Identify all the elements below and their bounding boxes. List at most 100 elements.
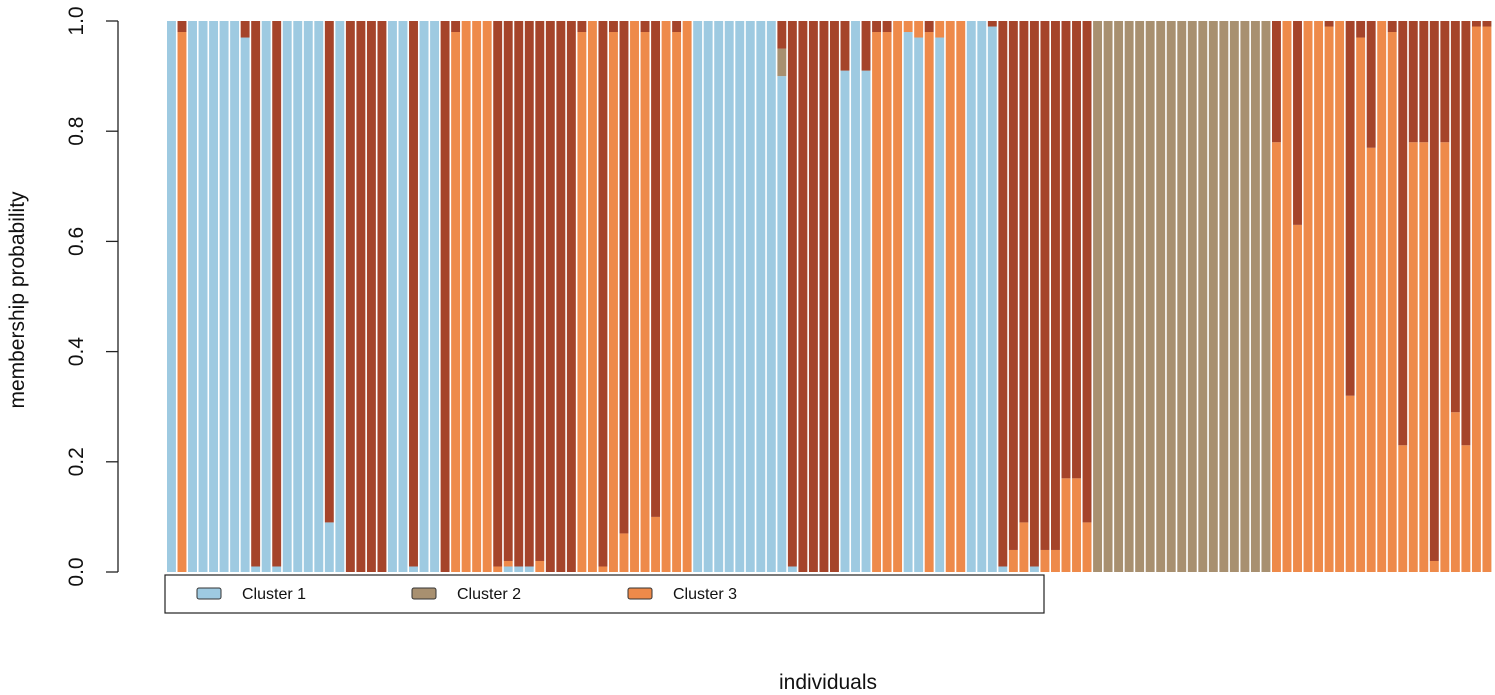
y-axis: 0.0 0.2 0.4 0.6 0.8 1.0: [65, 6, 119, 587]
bar-segment-cluster-1: [745, 21, 755, 572]
bar-segment-cluster-3: [177, 32, 187, 572]
bar-segment-unlabeled-cluster: [882, 21, 892, 33]
bar-segment-unlabeled-cluster: [672, 21, 682, 33]
legend-box: [164, 574, 1045, 614]
x-axis-title: individuals: [779, 671, 877, 694]
bar-segment-cluster-3: [1324, 26, 1334, 572]
bar-segment-cluster-1: [935, 37, 945, 572]
bar-segment-unlabeled-cluster: [1356, 21, 1366, 38]
y-tick-label: 1.0: [65, 6, 88, 35]
bar-segment-cluster-2: [1250, 21, 1260, 572]
bar-segment-cluster-2: [1229, 21, 1239, 572]
bar-segment-unlabeled-cluster: [1061, 21, 1071, 479]
bar-segment-cluster-1: [977, 21, 987, 572]
bar-segment-unlabeled-cluster: [514, 21, 524, 567]
bar-segment-cluster-2: [1219, 21, 1229, 572]
bar-segment-cluster-3: [1471, 26, 1481, 572]
bar-segment-unlabeled-cluster: [1019, 21, 1029, 523]
bar-segment-cluster-3: [598, 566, 608, 572]
bar-segment-cluster-3: [1377, 21, 1387, 572]
bar-segment-unlabeled-cluster: [1366, 21, 1376, 148]
bar-segment-cluster-1: [240, 37, 250, 572]
bar-segment-unlabeled-cluster: [1440, 21, 1450, 143]
bar-segment-cluster-3: [1272, 142, 1281, 572]
bar-segment-cluster-3: [1398, 445, 1408, 572]
bar-segment-cluster-3: [1019, 522, 1029, 572]
bar-segment-cluster-3: [1356, 37, 1366, 572]
bar-segment-unlabeled-cluster: [356, 21, 366, 572]
bar-segment-cluster-3: [451, 32, 461, 572]
bar-segment-cluster-1: [714, 21, 724, 572]
bar-segment-unlabeled-cluster: [345, 21, 355, 572]
bar-segment-unlabeled-cluster: [1398, 21, 1408, 446]
bar-segment-cluster-2: [1093, 21, 1103, 572]
bar-segment-cluster-2: [1156, 21, 1166, 572]
bar-segment-cluster-3: [935, 21, 945, 38]
bar-segment-cluster-2: [1261, 21, 1271, 572]
y-tick-label: 0.4: [65, 337, 88, 367]
bar-segment-cluster-2: [1240, 21, 1250, 572]
bar-segment-cluster-3: [493, 566, 503, 572]
bar-segment-unlabeled-cluster: [872, 21, 882, 33]
y-ticks: 0.0 0.2 0.4 0.6 0.8 1.0: [65, 6, 118, 587]
bar-segment-cluster-3: [1072, 478, 1081, 572]
bar-segment-unlabeled-cluster: [651, 21, 661, 517]
bar-segment-unlabeled-cluster: [535, 21, 545, 561]
bar-segment-unlabeled-cluster: [1482, 21, 1492, 27]
bar-segment-cluster-1: [914, 37, 924, 572]
bar-segment-unlabeled-cluster: [1293, 21, 1302, 225]
bar-segment-cluster-3: [577, 32, 587, 572]
bar-segment-cluster-3: [1008, 549, 1018, 572]
bar-segment-unlabeled-cluster: [819, 21, 829, 572]
bar-segment-cluster-1: [335, 21, 345, 572]
bar-segment-cluster-1: [903, 32, 913, 572]
bar-segment-unlabeled-cluster: [1008, 21, 1018, 550]
bar-segment-cluster-3: [630, 21, 639, 572]
bar-segment-cluster-3: [1082, 522, 1092, 572]
y-tick-label: 0.0: [65, 557, 88, 586]
bar-segment-cluster-1: [419, 21, 429, 572]
bar-segment-unlabeled-cluster: [409, 21, 418, 567]
bar-segment-unlabeled-cluster: [1029, 21, 1039, 567]
bar-segment-unlabeled-cluster: [1324, 21, 1334, 27]
bar-segment-cluster-1: [766, 21, 776, 572]
bar-segment-unlabeled-cluster: [1082, 21, 1092, 523]
bar-segment-cluster-1: [851, 21, 860, 572]
bar-segment-unlabeled-cluster: [924, 21, 934, 33]
bar-segment-unlabeled-cluster: [1408, 21, 1418, 143]
bar-segment-cluster-3: [661, 21, 671, 572]
bar-segment-cluster-1: [219, 21, 229, 572]
bar-segment-unlabeled-cluster: [787, 21, 797, 567]
bar-segment-cluster-1: [966, 21, 976, 572]
bar-segment-cluster-1: [998, 566, 1008, 572]
bar-segment-cluster-1: [388, 21, 397, 572]
bar-segment-cluster-1: [693, 21, 703, 572]
bar-segment-cluster-3: [1387, 32, 1397, 572]
bar-segment-unlabeled-cluster: [840, 21, 850, 71]
bar-segment-unlabeled-cluster: [1419, 21, 1429, 143]
bar-segment-unlabeled-cluster: [1272, 21, 1281, 143]
bar-segment-cluster-1: [703, 21, 713, 572]
bar-segment-cluster-1: [198, 21, 208, 572]
bar-segment-cluster-2: [1198, 21, 1208, 572]
bar-segment-cluster-1: [409, 566, 418, 572]
bar-segment-unlabeled-cluster: [1345, 21, 1355, 396]
bar-segment-cluster-2: [1187, 21, 1197, 572]
bar-segment-cluster-1: [293, 21, 303, 572]
bar-segment-unlabeled-cluster: [545, 21, 555, 572]
bar-segment-cluster-3: [872, 32, 882, 572]
legend-swatch: [411, 587, 437, 600]
bar-segment-cluster-3: [903, 21, 913, 33]
bar-segment-cluster-3: [1366, 147, 1376, 573]
bar-segment-unlabeled-cluster: [798, 21, 808, 572]
bar-segment-cluster-1: [756, 21, 766, 572]
bar-segment-cluster-3: [682, 21, 692, 572]
bar-segment-unlabeled-cluster: [493, 21, 503, 567]
bar-segment-cluster-2: [777, 48, 787, 77]
bar-segment-cluster-3: [1345, 395, 1355, 572]
bar-segment-cluster-3: [945, 21, 955, 572]
bar-segment-unlabeled-cluster: [609, 21, 618, 33]
bar-segment-cluster-3: [1482, 26, 1492, 572]
legend-entries: Cluster 1 Cluster 2 Cluster 3: [196, 586, 737, 603]
